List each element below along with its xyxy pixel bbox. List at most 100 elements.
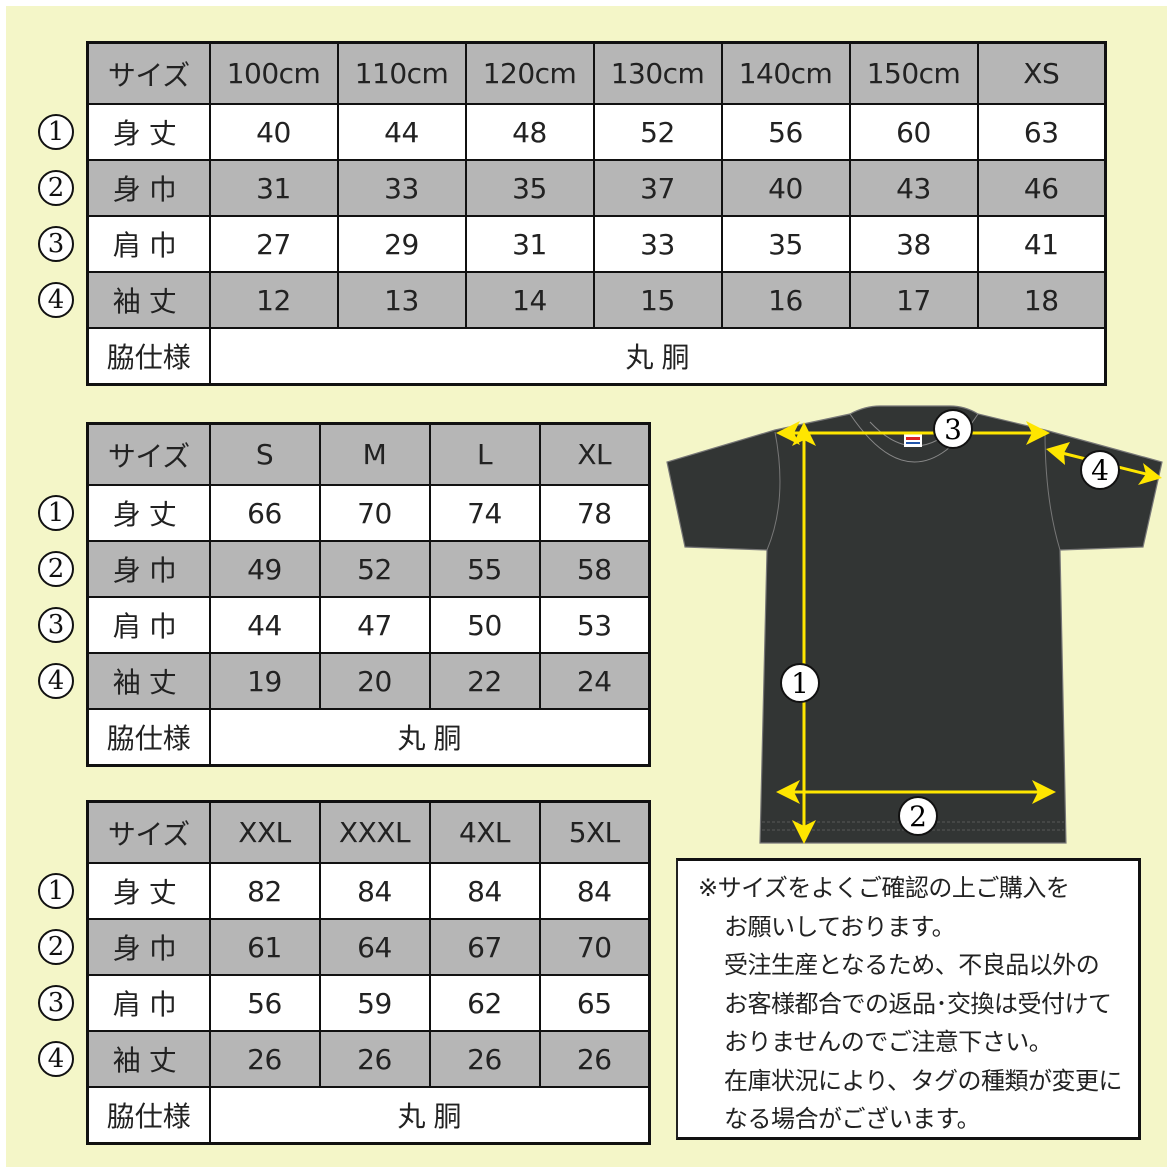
measurement-cell: 82	[208, 862, 321, 920]
measurement-cell: 84	[538, 862, 651, 920]
row-label: 肩巾	[86, 596, 211, 654]
size-header-label: サイズ	[86, 800, 211, 864]
size-column-header: 150cm	[848, 41, 979, 105]
row-number-marker: 1	[38, 114, 74, 150]
measurement-cell: 52	[592, 103, 723, 161]
table-row: 身丈 66 70 74 78	[86, 484, 651, 542]
marker-2: 2	[909, 800, 927, 833]
table-row: 身丈 82 84 84 84	[86, 862, 651, 920]
notice-box: ※サイズをよくご確認の上ご購入を お願いしております。 受注生産となるため、不良…	[676, 858, 1141, 1140]
notice-line: ※サイズをよくご確認の上ご購入を	[698, 874, 1070, 902]
row-number-marker: 2	[38, 551, 74, 587]
measurement-cell: 38	[848, 215, 979, 273]
table-row: 肩巾 44 47 50 53	[86, 596, 651, 654]
measurement-cell: 12	[208, 271, 339, 329]
measurement-cell: 27	[208, 215, 339, 273]
measurement-cell: 56	[720, 103, 851, 161]
side-spec-value: 丸 胴	[208, 327, 1107, 386]
row-number-marker: 2	[38, 929, 74, 965]
notice-line: おりませんのでご注意下さい。	[724, 1028, 1053, 1056]
measurement-cell: 14	[464, 271, 595, 329]
row-label: 身丈	[86, 484, 211, 542]
marker-1: 1	[791, 667, 809, 700]
measure-arrows	[776, 421, 1162, 844]
measurement-cell: 84	[318, 862, 431, 920]
notice-line: お客様都合での返品･交換は受付けて	[724, 989, 1112, 1018]
size-column-header: XXXL	[318, 800, 431, 864]
header-row: サイズ 100cm 110cm 120cm 130cm 140cm 150cm XS	[86, 41, 1107, 105]
row-label: 袖丈	[86, 271, 211, 329]
measurement-cell: 66	[208, 484, 321, 542]
header-row: サイズ XXL XXXL 4XL 5XL	[86, 800, 651, 864]
size-column-header: XXL	[208, 800, 321, 864]
size-column-header: XL	[538, 422, 651, 486]
measurement-cell: 74	[428, 484, 541, 542]
size-column-header: 5XL	[538, 800, 651, 864]
measurement-cell: 63	[976, 103, 1107, 161]
table-row: 肩巾 27 29 31 33 35 38 41	[86, 215, 1107, 273]
size-column-header: XS	[976, 41, 1107, 105]
table-row: 身巾 61 64 67 70	[86, 918, 651, 976]
measurement-cell: 26	[538, 1030, 651, 1088]
measurement-cell: 46	[976, 159, 1107, 217]
measurement-cell: 70	[538, 918, 651, 976]
measurement-cell: 17	[848, 271, 979, 329]
measurement-cell: 70	[318, 484, 431, 542]
size-table: サイズ 100cm 110cm 120cm 130cm 140cm 150cm XS 身丈 40 4…	[86, 41, 1107, 386]
measurement-cell: 35	[464, 159, 595, 217]
measurement-cell: 40	[208, 103, 339, 161]
size-column-header: 110cm	[336, 41, 467, 105]
size-table: サイズ XXL XXXL 4XL 5XL 身丈 82 84 84 84 身巾 61 64 67 70 肩巾 56…	[86, 800, 651, 1145]
row-label: 身丈	[86, 103, 211, 161]
notice-line: 受注生産となるため、不良品以外の	[724, 951, 1100, 979]
measurement-cell: 29	[336, 215, 467, 273]
measurement-cell: 49	[208, 540, 321, 598]
measurement-cell: 33	[336, 159, 467, 217]
measurement-cell: 60	[848, 103, 979, 161]
table-row: 袖丈 26 26 26 26	[86, 1030, 651, 1088]
measurement-cell: 53	[538, 596, 651, 654]
side-spec-value: 丸 胴	[208, 708, 651, 767]
measurement-cell: 33	[592, 215, 723, 273]
row-label: 袖丈	[86, 652, 211, 710]
table-row: 袖丈 12 13 14 15 16 17 18	[86, 271, 1107, 329]
measurement-cell: 44	[336, 103, 467, 161]
row-number-marker: 3	[38, 985, 74, 1021]
row-number-marker: 1	[38, 495, 74, 531]
measurement-cell: 35	[720, 215, 851, 273]
side-spec-label: 脇仕様	[86, 708, 211, 767]
size-header-label: サイズ	[86, 422, 211, 486]
measurement-cell: 48	[464, 103, 595, 161]
row-label: 身丈	[86, 862, 211, 920]
measurement-cell: 13	[336, 271, 467, 329]
row-number-marker: 4	[38, 282, 74, 318]
notice-line: なる場合がございます。	[724, 1105, 981, 1133]
size-column-header: 120cm	[464, 41, 595, 105]
row-number-marker: 2	[38, 170, 74, 206]
tshirt-diagram: 3 4 1 2	[666, 405, 1163, 844]
row-label: 肩巾	[86, 215, 211, 273]
row-label: 身巾	[86, 159, 211, 217]
measurement-cell: 52	[318, 540, 431, 598]
table-row: 身巾 31 33 35 37 40 43 46	[86, 159, 1107, 217]
measurement-cell: 58	[538, 540, 651, 598]
size-column-header: 130cm	[592, 41, 723, 105]
marker-4: 4	[1091, 454, 1109, 487]
side-spec-value: 丸 胴	[208, 1086, 651, 1145]
measurement-cell: 18	[976, 271, 1107, 329]
measurement-cell: 26	[208, 1030, 321, 1088]
measurement-cell: 26	[318, 1030, 431, 1088]
measurement-cell: 84	[428, 862, 541, 920]
measurement-cell: 37	[592, 159, 723, 217]
header-row: サイズ S M L XL	[86, 422, 651, 486]
measurement-cell: 31	[464, 215, 595, 273]
measurement-cell: 40	[720, 159, 851, 217]
measurement-cell: 19	[208, 652, 321, 710]
size-column-header: 4XL	[428, 800, 541, 864]
row-label: 肩巾	[86, 974, 211, 1032]
measurement-cell: 55	[428, 540, 541, 598]
side-spec-row: 脇仕様丸 胴	[86, 708, 651, 767]
row-label: 身巾	[86, 540, 211, 598]
row-number-marker: 4	[38, 1041, 74, 1077]
measurement-cell: 41	[976, 215, 1107, 273]
